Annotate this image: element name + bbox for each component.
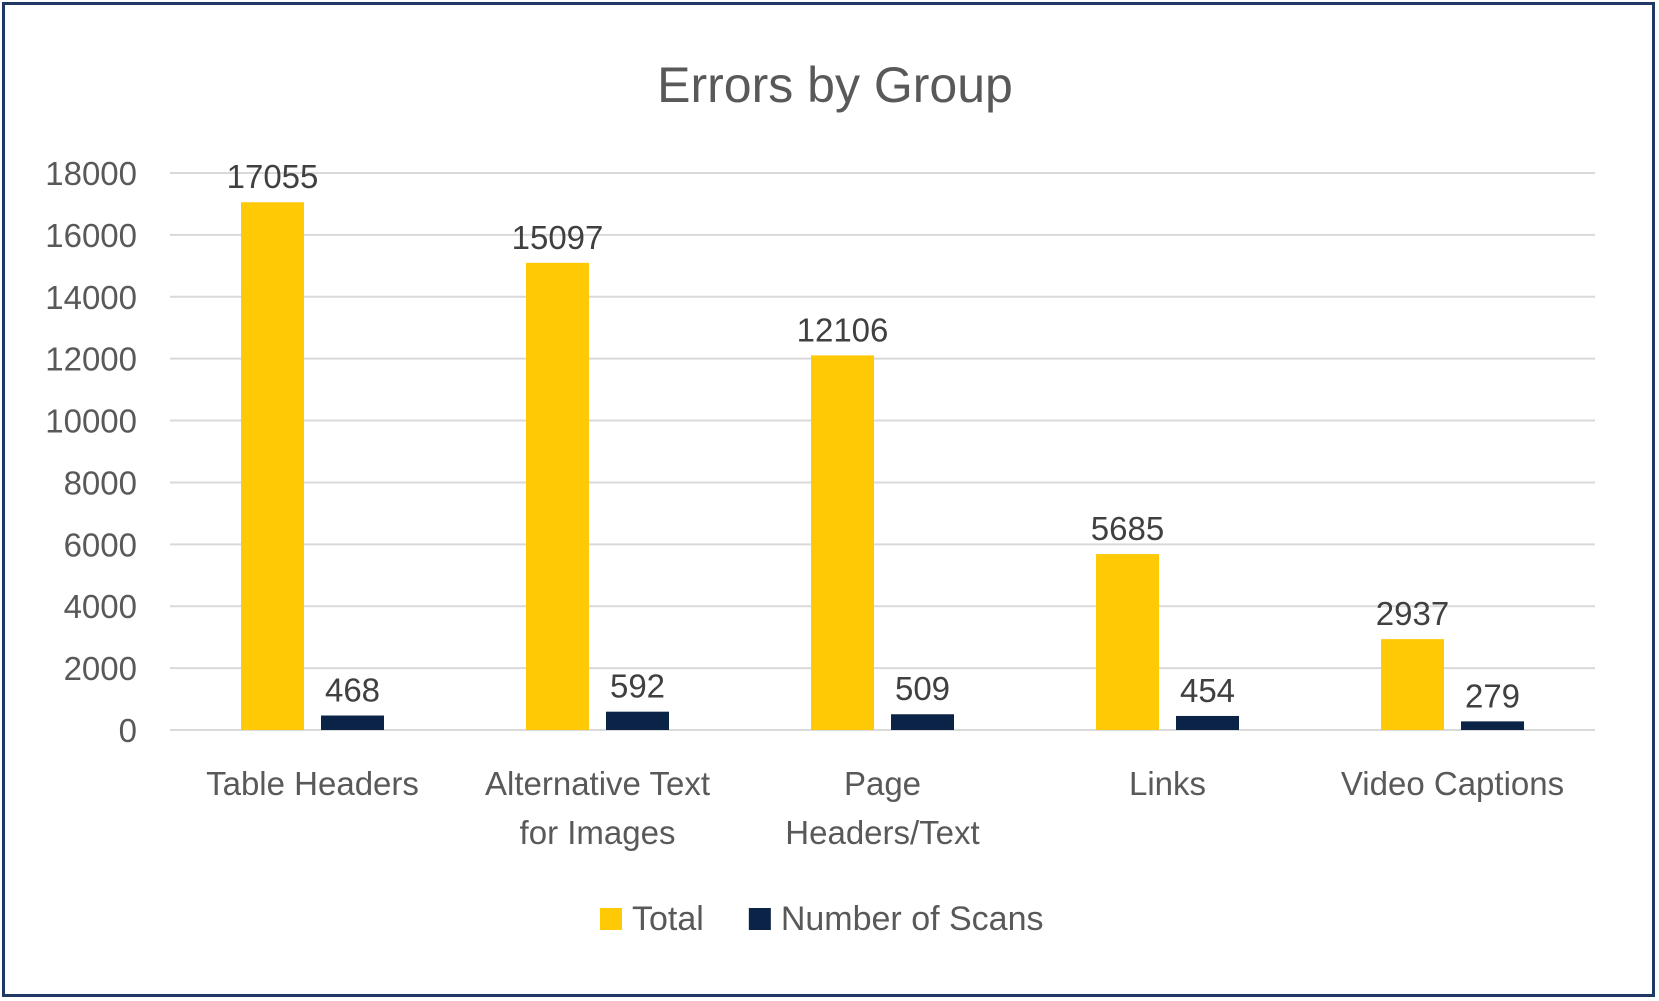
category-label: Video Captions (1341, 765, 1564, 802)
y-axis-ticks: 0 2000 4000 6000 8000 10000 12000 14000 16000 180… (45, 155, 137, 749)
category-label: Links (1129, 765, 1206, 802)
data-label: 12106 (797, 311, 889, 348)
category-label: Page (844, 765, 921, 802)
y-tick-label: 10000 (45, 403, 137, 440)
data-label: 5685 (1091, 510, 1164, 547)
data-label: 592 (610, 668, 665, 705)
y-tick-label: 0 (119, 712, 137, 749)
bar-total (1096, 554, 1159, 730)
data-label: 17055 (227, 158, 319, 195)
legend-swatch-scans (748, 908, 771, 930)
category-label: Headers/Text (785, 814, 979, 851)
category-label: Table Headers (206, 765, 419, 802)
y-tick-label: 6000 (64, 526, 137, 563)
y-tick-label: 2000 (64, 650, 137, 687)
bar-chart: Errors by Group 0 2000 4000 6000 8000 10000 12… (45, 57, 1595, 938)
y-tick-label: 18000 (45, 155, 137, 192)
category-label: Alternative Text (485, 765, 710, 802)
data-label: 279 (1465, 677, 1520, 714)
legend-label-scans: Number of Scans (781, 900, 1044, 938)
data-label: 2937 (1376, 595, 1449, 632)
data-label: 468 (325, 672, 380, 709)
category-label: for Images (520, 814, 676, 851)
data-label: 509 (895, 670, 950, 707)
y-tick-label: 12000 (45, 341, 137, 378)
data-label: 454 (1180, 672, 1235, 709)
bar-total (811, 355, 874, 730)
bar-total (526, 262, 589, 730)
bar-scans (1176, 715, 1239, 730)
data-labels: 17055 468 15097 592 12106 509 5685 454 2937 279 (227, 158, 1520, 714)
legend-label-total: Total (632, 900, 704, 938)
y-tick-label: 14000 (45, 279, 137, 316)
data-label: 15097 (512, 219, 604, 256)
bar-scans (1461, 721, 1524, 730)
chart-title: Errors by Group (657, 57, 1013, 113)
bar-scans (606, 711, 669, 730)
legend-swatch-total (600, 908, 622, 930)
bar-scans (891, 714, 954, 730)
legend: Total Number of Scans (600, 900, 1044, 938)
y-tick-label: 4000 (64, 588, 137, 625)
bar-total (1381, 639, 1444, 730)
bar-scans (321, 715, 384, 730)
gridlines (170, 172, 1595, 731)
x-axis-categories: Table Headers Alternative Text for Images P… (206, 765, 1564, 851)
y-tick-label: 16000 (45, 217, 137, 254)
bars (241, 202, 1524, 730)
bar-total (241, 202, 304, 730)
y-tick-label: 8000 (64, 464, 137, 501)
